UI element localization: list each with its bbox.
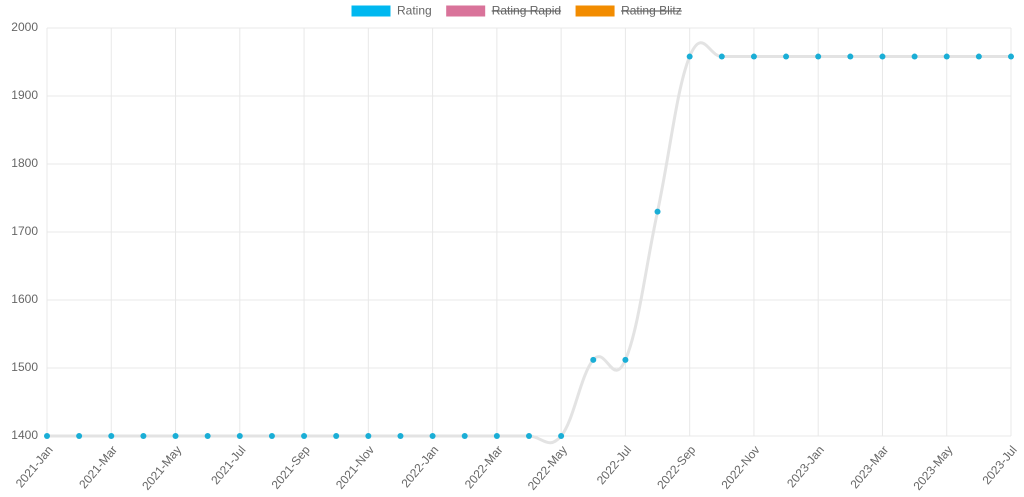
data-point — [654, 208, 661, 215]
data-point — [622, 356, 629, 363]
data-point — [783, 53, 790, 60]
x-tick-label: 2022-Jan — [398, 443, 441, 490]
legend-label[interactable]: Rating Blitz — [621, 4, 682, 18]
legend-swatch[interactable] — [350, 4, 392, 18]
y-tick-label: 1700 — [11, 224, 38, 238]
y-tick-label: 1800 — [11, 156, 38, 170]
data-point — [365, 433, 372, 439]
data-point — [526, 433, 532, 439]
data-point — [590, 356, 597, 363]
data-point — [140, 433, 147, 439]
legend-label[interactable]: Rating Rapid — [492, 4, 561, 18]
data-point — [44, 433, 50, 439]
data-point — [301, 433, 308, 439]
data-point — [268, 433, 275, 439]
data-point — [429, 433, 436, 439]
x-tick-label: 2022-May — [525, 443, 570, 493]
legend-swatch[interactable] — [445, 4, 487, 18]
x-tick-label: 2021-Nov — [333, 443, 377, 492]
data-point — [911, 53, 918, 60]
data-point — [333, 433, 340, 439]
x-tick-label: 2022-Nov — [718, 443, 762, 492]
x-tick-label: 2022-Mar — [462, 443, 506, 491]
y-tick-label: 2000 — [11, 20, 38, 34]
data-point — [108, 433, 115, 439]
data-point — [558, 433, 565, 439]
data-point — [686, 53, 693, 60]
data-point — [204, 433, 211, 439]
y-tick-label: 1500 — [11, 360, 38, 374]
x-tick-label: 2021-Jan — [13, 443, 56, 490]
x-tick-label: 2021-Sep — [269, 443, 313, 492]
data-point — [718, 53, 725, 60]
data-point — [397, 433, 404, 439]
data-point — [750, 53, 757, 60]
y-tick-label: 1400 — [11, 428, 38, 442]
x-tick-label: 2023-May — [910, 443, 955, 493]
legend-swatch[interactable] — [574, 4, 616, 18]
data-point — [975, 53, 982, 60]
data-point — [493, 433, 500, 439]
x-tick-label: 2021-Jul — [208, 443, 248, 487]
series-line — [47, 41, 1011, 445]
x-tick-label: 2023-Mar — [847, 443, 891, 491]
x-tick-label: 2023-Jan — [784, 443, 827, 490]
legend-label[interactable]: Rating — [397, 4, 432, 18]
data-point — [236, 433, 243, 439]
data-point — [172, 433, 179, 439]
y-tick-label: 1600 — [11, 292, 38, 306]
x-tick-label: 2021-May — [139, 443, 184, 493]
x-tick-label: 2022-Sep — [654, 443, 698, 492]
x-tick-label: 2021-Mar — [76, 443, 120, 491]
data-point — [943, 53, 950, 60]
x-tick-label: 2023-Jul — [979, 443, 1019, 487]
x-tick-label: 2022-Jul — [594, 443, 634, 487]
data-point — [1008, 53, 1014, 60]
data-point — [815, 53, 822, 60]
data-point — [76, 433, 83, 439]
data-point — [461, 433, 468, 439]
data-point — [847, 53, 854, 60]
y-tick-label: 1900 — [11, 88, 38, 102]
data-point — [879, 53, 886, 60]
